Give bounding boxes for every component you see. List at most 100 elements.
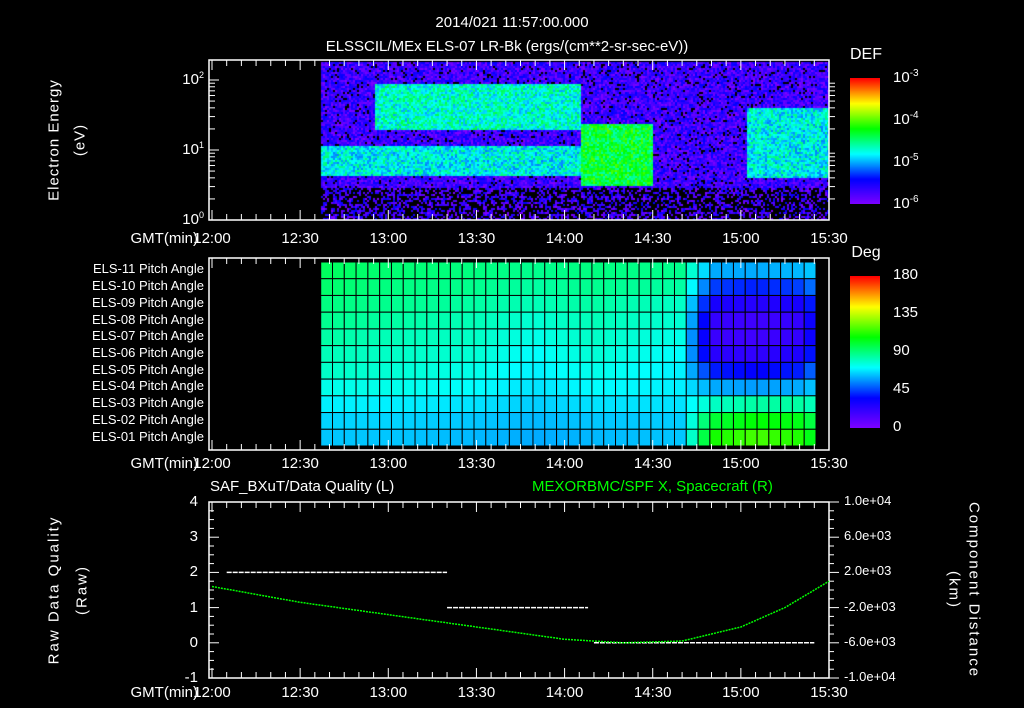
pitch-angle-cell bbox=[626, 428, 640, 447]
position-line bbox=[211, 580, 830, 644]
pitch-angle-cell bbox=[567, 395, 581, 414]
pitch-angle-cell bbox=[685, 261, 699, 280]
pitch-angle-cell bbox=[497, 345, 510, 363]
pitch-angle-cell bbox=[390, 311, 404, 330]
pitch-angle-cell bbox=[497, 395, 510, 414]
pitch-angle-cell bbox=[544, 428, 558, 447]
pitch-angle-cell bbox=[426, 345, 440, 363]
pitch-angle-cell bbox=[685, 311, 699, 330]
pitch-angle-cell bbox=[473, 395, 487, 414]
pitch-angle-cell bbox=[780, 361, 793, 380]
pitch-angle-cell bbox=[732, 278, 746, 296]
pitch-angle-xtick-label: 14:00 bbox=[545, 455, 584, 472]
pitch-angle-cell bbox=[556, 378, 569, 397]
pitch-angle-cell bbox=[626, 261, 640, 280]
pitch-angle-cell bbox=[615, 278, 628, 296]
pitch-angle-cell bbox=[603, 261, 617, 280]
pitch-angle-cell bbox=[532, 412, 546, 430]
pitch-angle-cell bbox=[697, 311, 711, 330]
quality-xtick-label: 12:00 bbox=[193, 684, 231, 701]
pitch-angle-cell bbox=[732, 261, 746, 280]
pitch-angle-cell bbox=[791, 395, 805, 414]
pitch-angle-cell bbox=[744, 412, 758, 430]
pitch-angle-cell bbox=[567, 428, 581, 447]
pitch-angle-cell bbox=[355, 261, 369, 280]
pitch-angle-cell bbox=[567, 328, 581, 347]
pitch-angle-cell bbox=[497, 378, 510, 397]
pitch-angle-cell bbox=[379, 412, 392, 430]
right-y-axis-label: Component Distance bbox=[965, 501, 983, 679]
pitch-angle-cell bbox=[332, 412, 345, 430]
pitch-angle-cell bbox=[803, 311, 817, 330]
pitch-angle-cell bbox=[662, 328, 675, 347]
pitch-angle-cell bbox=[579, 395, 593, 414]
pitch-angle-cell bbox=[332, 345, 345, 363]
pitch-angle-cell bbox=[780, 345, 793, 363]
pitch-angle-row-label: ELS-04 Pitch Angle bbox=[91, 378, 204, 394]
pitch-angle-cell bbox=[603, 412, 617, 430]
pitch-angle-cell bbox=[603, 361, 617, 380]
pitch-angle-cell bbox=[343, 311, 357, 330]
pitch-angle-cell bbox=[390, 261, 404, 280]
def-colorbar-tick: 10-4 bbox=[893, 110, 919, 128]
quality-xtick-label: 15:00 bbox=[722, 684, 760, 701]
pitch-angle-cell bbox=[709, 412, 723, 430]
pitch-angle-cell bbox=[461, 428, 475, 447]
pitch-angle-cell bbox=[803, 428, 817, 447]
pitch-angle-cell bbox=[449, 345, 463, 363]
pitch-angle-row-label: ELS-01 Pitch Angle bbox=[91, 428, 204, 444]
pitch-angle-cell bbox=[615, 395, 628, 414]
pitch-angle-cell bbox=[768, 294, 782, 313]
pitch-angle-cell bbox=[650, 395, 664, 414]
pitch-angle-xlabel: GMT(min) bbox=[130, 455, 199, 472]
pitch-angle-cell bbox=[673, 261, 687, 280]
spectrogram-xtick-label: 15:00 bbox=[722, 230, 760, 247]
pitch-angle-cell bbox=[768, 261, 782, 280]
pitch-angle-cell bbox=[520, 395, 534, 414]
pitch-angle-cell bbox=[390, 412, 404, 430]
spectrogram-xtick-label: 12:00 bbox=[193, 230, 231, 247]
quality-xtick-label: 15:30 bbox=[810, 684, 848, 701]
pitch-angle-cell bbox=[780, 294, 793, 313]
pitch-angle-cell bbox=[709, 261, 723, 280]
pitch-angle-cell bbox=[532, 395, 546, 414]
spectrogram-xtick-label: 14:00 bbox=[545, 230, 584, 247]
spectrogram-xtick-label: 12:30 bbox=[281, 230, 319, 247]
pitch-angle-cell bbox=[556, 428, 569, 447]
pitch-angle-cell bbox=[673, 428, 687, 447]
pitch-angle-cell bbox=[497, 311, 510, 330]
pitch-angle-cell bbox=[650, 378, 664, 397]
pitch-angle-cell bbox=[520, 361, 534, 380]
pitch-angle-cell bbox=[461, 311, 475, 330]
pitch-angle-cell bbox=[449, 328, 463, 347]
pitch-angle-cell bbox=[685, 345, 699, 363]
pitch-angle-cell bbox=[461, 261, 475, 280]
pitch-angle-cell bbox=[697, 345, 711, 363]
pitch-angle-cell bbox=[709, 428, 723, 447]
left-y-tick-label: -1 bbox=[184, 669, 198, 686]
pitch-angle-cell bbox=[697, 328, 711, 347]
pitch-angle-cell bbox=[662, 378, 675, 397]
pitch-angle-cell bbox=[438, 395, 451, 414]
energy-tick-label: 102 bbox=[182, 70, 204, 88]
pitch-angle-cell bbox=[461, 294, 475, 313]
pitch-angle-row-label: ELS-10 Pitch Angle bbox=[91, 278, 204, 294]
pitch-angle-cell bbox=[367, 378, 381, 397]
pitch-angle-cell bbox=[732, 412, 746, 430]
pitch-angle-cell bbox=[756, 345, 770, 363]
pitch-angle-cell bbox=[638, 412, 652, 430]
spectrogram-xtick-label: 15:30 bbox=[810, 230, 848, 247]
pitch-angle-cell bbox=[473, 378, 487, 397]
pitch-angle-cell bbox=[532, 294, 546, 313]
pitch-angle-cell bbox=[473, 311, 487, 330]
pitch-angle-cell bbox=[626, 395, 640, 414]
energy-tick-label: 101 bbox=[182, 140, 204, 158]
pitch-angle-cell bbox=[721, 261, 734, 280]
pitch-angle-cell bbox=[402, 278, 416, 296]
pitch-angle-cell bbox=[673, 361, 687, 380]
pitch-angle-cell bbox=[508, 278, 522, 296]
pitch-angle-cell bbox=[556, 361, 569, 380]
pitch-angle-cell bbox=[355, 278, 369, 296]
pitch-angle-cell bbox=[638, 311, 652, 330]
pitch-angle-cell bbox=[497, 412, 510, 430]
